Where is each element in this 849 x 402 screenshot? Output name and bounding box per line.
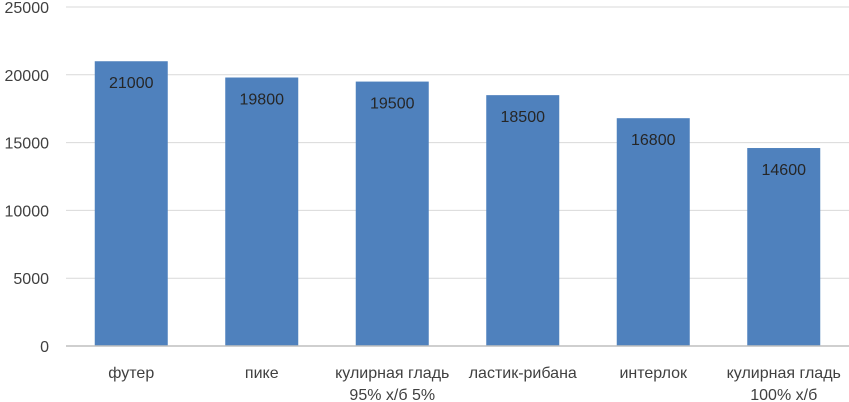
y-tick-label: 15000 [5,136,50,153]
data-label: 21000 [109,75,154,92]
data-label: 14600 [762,162,807,179]
bar [355,81,429,346]
data-label: 19500 [370,96,415,113]
bar [616,118,690,346]
category-label: ластик-рибана [469,365,577,382]
data-label: 16800 [631,132,676,149]
category-label: футер [108,365,154,382]
bars [94,61,821,347]
x-axis-category-labels: футер пике кулирная гладь 95% х/б 5% ластик-… [108,365,841,402]
category-label: кулирная гладь [727,365,841,382]
category-label: интерлок [619,365,688,382]
gridlines [66,6,849,279]
y-axis-tick-labels: 0 5000 10000 15000 20000 25000 [5,0,50,356]
data-labels: 21000 19800 19500 18500 16800 14600 [109,75,806,179]
y-tick-label: 5000 [13,271,49,288]
y-tick-label: 10000 [5,203,50,220]
category-label: пике [245,365,279,382]
category-label: 100% х/б [750,387,817,402]
bar [747,148,821,346]
y-tick-label: 20000 [5,68,50,85]
data-label: 18500 [501,109,546,126]
bar [225,77,299,347]
data-label: 19800 [240,92,285,109]
category-label: 95% х/б 5% [349,387,435,402]
category-label: кулирная гладь [335,365,449,382]
y-tick-label: 25000 [5,0,50,17]
y-tick-label: 0 [40,339,49,356]
bar [94,61,168,347]
bar [486,95,560,346]
